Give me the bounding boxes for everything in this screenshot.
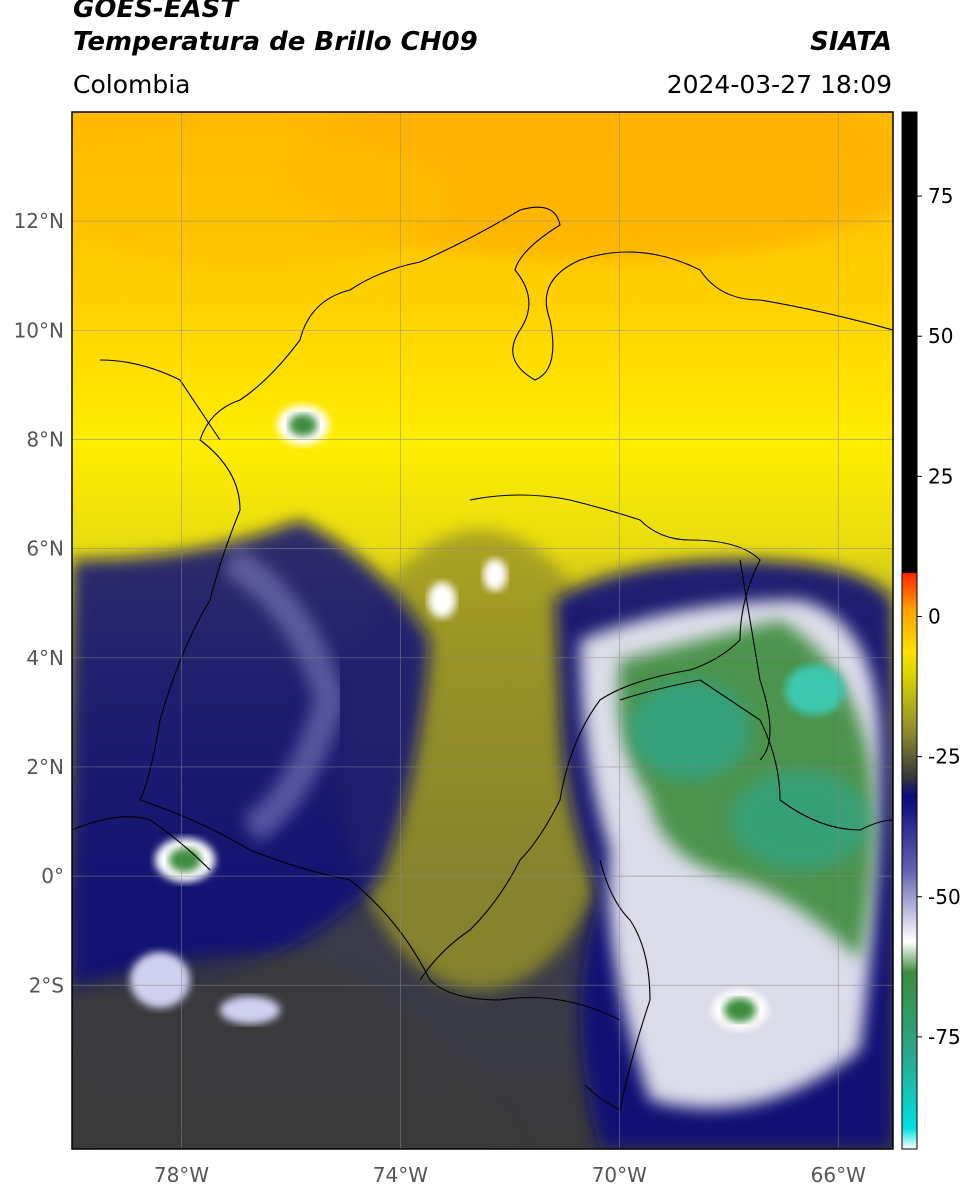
colorbar	[901, 111, 918, 1150]
graticule	[72, 112, 893, 1149]
colorbar-tick-label: 75	[928, 184, 953, 208]
product-title: Temperatura de Brillo CH09	[73, 27, 478, 57]
latitude-tick-labels: 12°N 10°N 8°N 6°N 4°N 2°N 0° 2°S	[14, 209, 64, 997]
map-frame	[71, 111, 894, 1150]
region-label: Colombia	[73, 70, 191, 99]
longitude-tick-label: 78°W	[154, 1163, 209, 1187]
datetime-label: 2024-03-27 18:09	[666, 70, 892, 99]
latitude-tick-label: 12°N	[14, 209, 64, 233]
brightness-temperature-field	[72, 112, 893, 1149]
latitude-tick-label: 2°N	[26, 755, 64, 779]
latitude-tick-label: 0°	[41, 864, 64, 888]
agency-label: SIATA	[810, 27, 892, 57]
longitude-tick-label: 70°W	[592, 1163, 647, 1187]
longitude-tick-label: 74°W	[373, 1163, 428, 1187]
latitude-tick-label: 6°N	[26, 537, 64, 561]
latitude-tick-label: 10°N	[14, 318, 64, 342]
colorbar-tick-label: -25	[928, 745, 961, 769]
latitude-tick-label: 4°N	[26, 646, 64, 670]
country-boundaries	[72, 206, 893, 1111]
satellite-title: GOES-EAST	[73, 0, 239, 24]
colorbar-tick-label: -75	[928, 1025, 961, 1049]
longitude-tick-labels: 78°W 74°W 70°W 66°W	[154, 1163, 866, 1187]
colorbar-tick-label: 0	[928, 604, 941, 628]
latitude-tick-label: 8°N	[26, 427, 64, 451]
latitude-tick-label: 2°S	[29, 973, 64, 997]
colorbar-tick-label: 25	[928, 464, 953, 488]
longitude-tick-label: 66°W	[811, 1163, 866, 1187]
colorbar-tick-label: -50	[928, 885, 961, 909]
colorbar-tick-label: 50	[928, 324, 953, 348]
colorbar-tick-labels: 75 50 25 0 -25 -50 -75	[917, 184, 961, 1049]
